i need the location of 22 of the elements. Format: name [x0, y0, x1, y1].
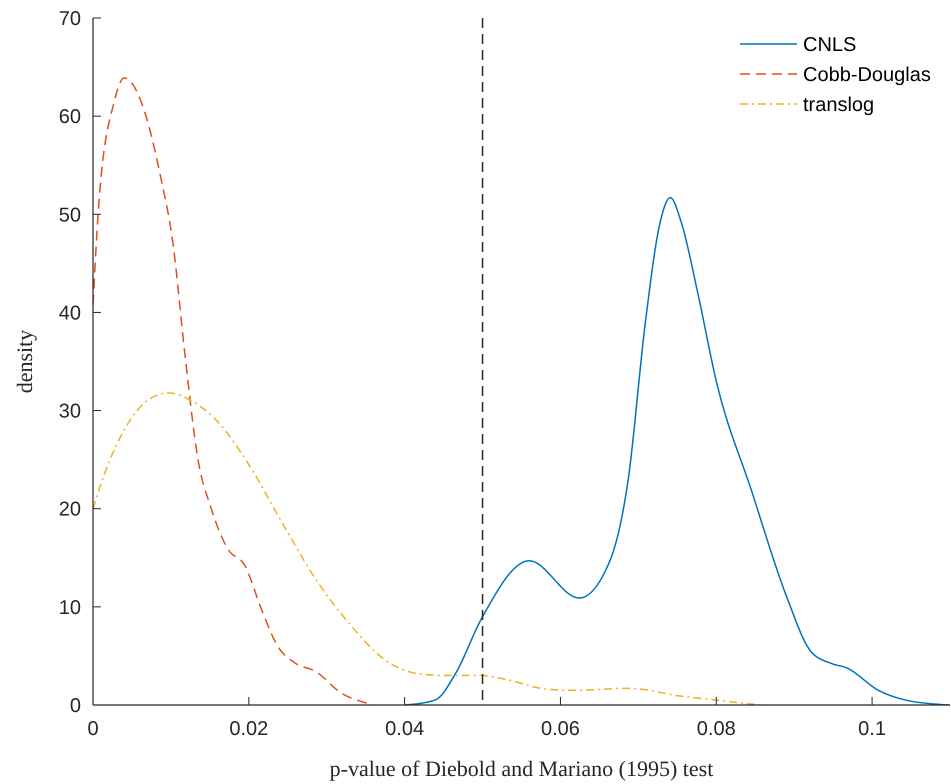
x-tick-label: 0.06: [540, 718, 580, 740]
x-tick-label: 0.04: [385, 718, 424, 740]
x-tick-label: 0.08: [696, 718, 736, 740]
x-tick-label: 0: [87, 718, 99, 740]
y-tick-label: 20: [58, 498, 81, 521]
y-tick-label: 50: [58, 204, 81, 226]
line-series: [92, 392, 764, 706]
legend-label: CNLS: [803, 34, 856, 56]
legend-label: Cobb-Douglas: [803, 64, 931, 86]
y-tick-label: 40: [58, 302, 81, 324]
y-axis-title: density: [12, 330, 37, 394]
y-tick-label: 70: [58, 8, 81, 30]
line-series: [92, 77, 374, 706]
y-tick-label: 10: [58, 596, 81, 619]
legend-label: translog: [803, 94, 874, 116]
x-tick-label: 0.02: [229, 718, 268, 740]
y-tick-label: 60: [58, 106, 81, 128]
line-series: [404, 196, 951, 706]
x-tick-label: 0.1: [858, 718, 886, 740]
y-tick-label: 30: [58, 400, 81, 423]
x-axis-title: p-value of Diebold and Mariano (1995) test: [330, 756, 714, 781]
y-tick-label: 0: [70, 695, 81, 717]
